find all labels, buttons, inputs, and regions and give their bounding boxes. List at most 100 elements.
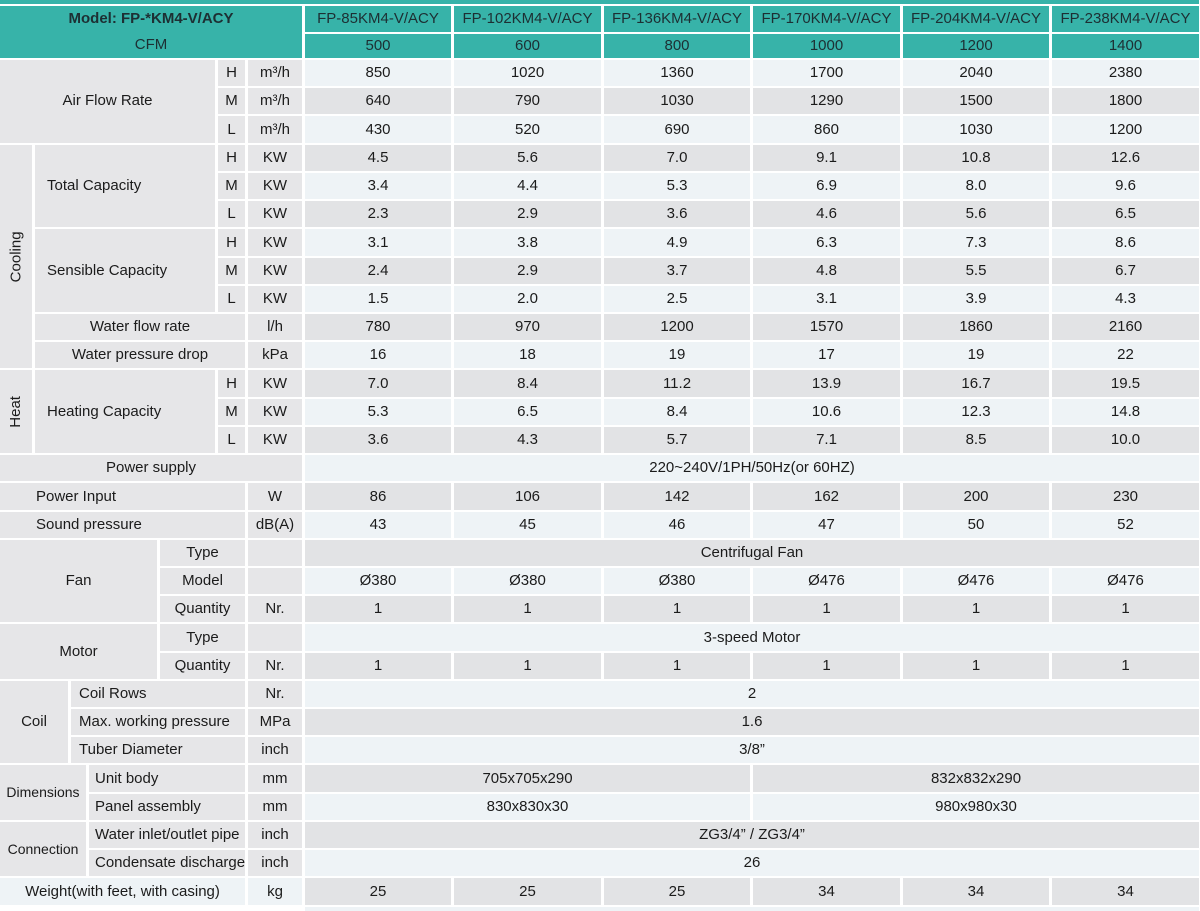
row-label: Weight(with feet, with casing) <box>0 878 245 905</box>
value-cell: 4.9 <box>604 229 750 256</box>
value-cell: 12.6 <box>1052 144 1199 171</box>
speed-label: H <box>218 60 245 87</box>
row-label: Heating Capacity <box>35 370 215 454</box>
unit-label: KW <box>248 398 302 425</box>
value-cell: 34 <box>753 878 900 905</box>
value-cell: 230 <box>1052 483 1199 510</box>
value-cell: 2.5 <box>604 285 750 312</box>
value-cell: 1 <box>305 652 451 679</box>
value-cell: 6.7 <box>1052 257 1199 284</box>
value-cell: 8.4 <box>604 398 750 425</box>
group-label: Cooling <box>0 144 32 369</box>
value-cell: 14.8 <box>1052 398 1199 425</box>
value-cell: 850 <box>305 60 451 87</box>
value-cell: 3.7 <box>604 257 750 284</box>
unit-label: m³/h <box>248 88 302 115</box>
speed-label: M <box>218 257 245 284</box>
value-cell: 5.7 <box>604 426 750 454</box>
row-label: Dimensions <box>0 765 86 820</box>
merged-value-cell: ZG3/4” / ZG3/4” <box>305 821 1199 849</box>
unit-label: m³/h <box>248 60 302 87</box>
row-label: Coil <box>0 680 68 764</box>
column-header-model: FP-136KM4-V/ACY <box>604 6 750 32</box>
value-cell: 3.1 <box>753 285 900 312</box>
row-label: Sensible Capacity <box>35 229 215 312</box>
value-cell: 1 <box>305 596 451 623</box>
value-cell: 11.2 <box>604 370 750 397</box>
value-cell: 4.3 <box>454 426 601 454</box>
row-label: Condensate discharge <box>89 850 245 877</box>
row-label: Tuber Diameter <box>71 737 245 764</box>
speed-label: L <box>218 116 245 143</box>
value-cell: 162 <box>753 483 900 510</box>
unit-label: KW <box>248 229 302 256</box>
value-cell: 3.4 <box>305 172 451 200</box>
unit-label: Nr. <box>248 680 302 708</box>
value-cell: 8.0 <box>903 172 1049 200</box>
value-cell: 1570 <box>753 313 900 341</box>
value-cell: 25 <box>604 878 750 905</box>
value-cell: Ø476 <box>753 567 900 595</box>
value-cell: 1 <box>753 596 900 623</box>
unit-label <box>248 567 302 595</box>
value-cell: 6.5 <box>454 398 601 425</box>
value-cell: 10.0 <box>1052 426 1199 454</box>
column-header-cfm: 500 <box>305 34 451 58</box>
row-label: Motor <box>0 624 157 679</box>
value-cell: 9.6 <box>1052 172 1199 200</box>
value-cell: 6.9 <box>753 172 900 200</box>
column-header-cfm: 1000 <box>753 34 900 58</box>
value-cell: 16 <box>305 342 451 369</box>
merged-value-cell: 220~240V/1PH/50Hz(or 60HZ) <box>305 455 1199 482</box>
group-label-text: Heat <box>7 395 25 428</box>
speed-label: H <box>218 229 245 256</box>
value-cell: 10.8 <box>903 144 1049 171</box>
row-label: Max. working pressure <box>71 709 245 736</box>
value-cell: 2380 <box>1052 60 1199 87</box>
unit-label: KW <box>248 285 302 312</box>
unit-label: KW <box>248 172 302 200</box>
row-label: Coil Rows <box>71 680 245 708</box>
column-header-model: FP-85KM4-V/ACY <box>305 6 451 32</box>
value-cell: 4.4 <box>454 172 601 200</box>
value-cell: 7.1 <box>753 426 900 454</box>
value-cell: 2.9 <box>454 201 601 228</box>
value-cell: Ø476 <box>903 567 1049 595</box>
value-cell: 43 <box>305 511 451 538</box>
unit-label: inch <box>248 850 302 877</box>
value-cell: 8.6 <box>1052 229 1199 256</box>
column-header-model: FP-170KM4-V/ACY <box>753 6 900 32</box>
value-cell: 9.1 <box>753 144 900 171</box>
value-cell: Ø380 <box>454 567 601 595</box>
value-cell: 1030 <box>604 88 750 115</box>
speed-label: L <box>218 426 245 454</box>
value-cell: 6.5 <box>1052 201 1199 228</box>
row-label: Unit body <box>89 765 245 792</box>
value-cell: 19.5 <box>1052 370 1199 397</box>
unit-label: kPa <box>248 342 302 369</box>
unit-label: KW <box>248 144 302 171</box>
value-cell: 4.6 <box>753 201 900 228</box>
group-label: Heat <box>0 370 32 454</box>
value-cell: 1 <box>903 596 1049 623</box>
value-cell: 7.3 <box>903 229 1049 256</box>
unit-label: dB(A) <box>248 511 302 538</box>
value-cell: 5.6 <box>903 201 1049 228</box>
speed-label: H <box>218 144 245 171</box>
value-cell: 4.5 <box>305 144 451 171</box>
unit-label: inch <box>248 737 302 764</box>
column-header-model: FP-102KM4-V/ACY <box>454 6 601 32</box>
merged-value-cell: 3-speed Motor <box>305 624 1199 651</box>
merged-value-cell: 26 <box>305 850 1199 877</box>
value-cell: 3.6 <box>305 426 451 454</box>
value-cell: Ø380 <box>604 567 750 595</box>
row-label: Fan <box>0 539 157 623</box>
value-cell: 790 <box>454 88 601 115</box>
merged-value-cell: Centrifugal Fan <box>305 539 1199 566</box>
value-cell: 3.8 <box>454 229 601 256</box>
value-cell: 5.3 <box>305 398 451 425</box>
merged-value-cell: 1.6 <box>305 709 1199 736</box>
value-cell: 25 <box>305 878 451 905</box>
unit-label: m³/h <box>248 116 302 143</box>
row-label: Water flow rate <box>35 313 245 341</box>
